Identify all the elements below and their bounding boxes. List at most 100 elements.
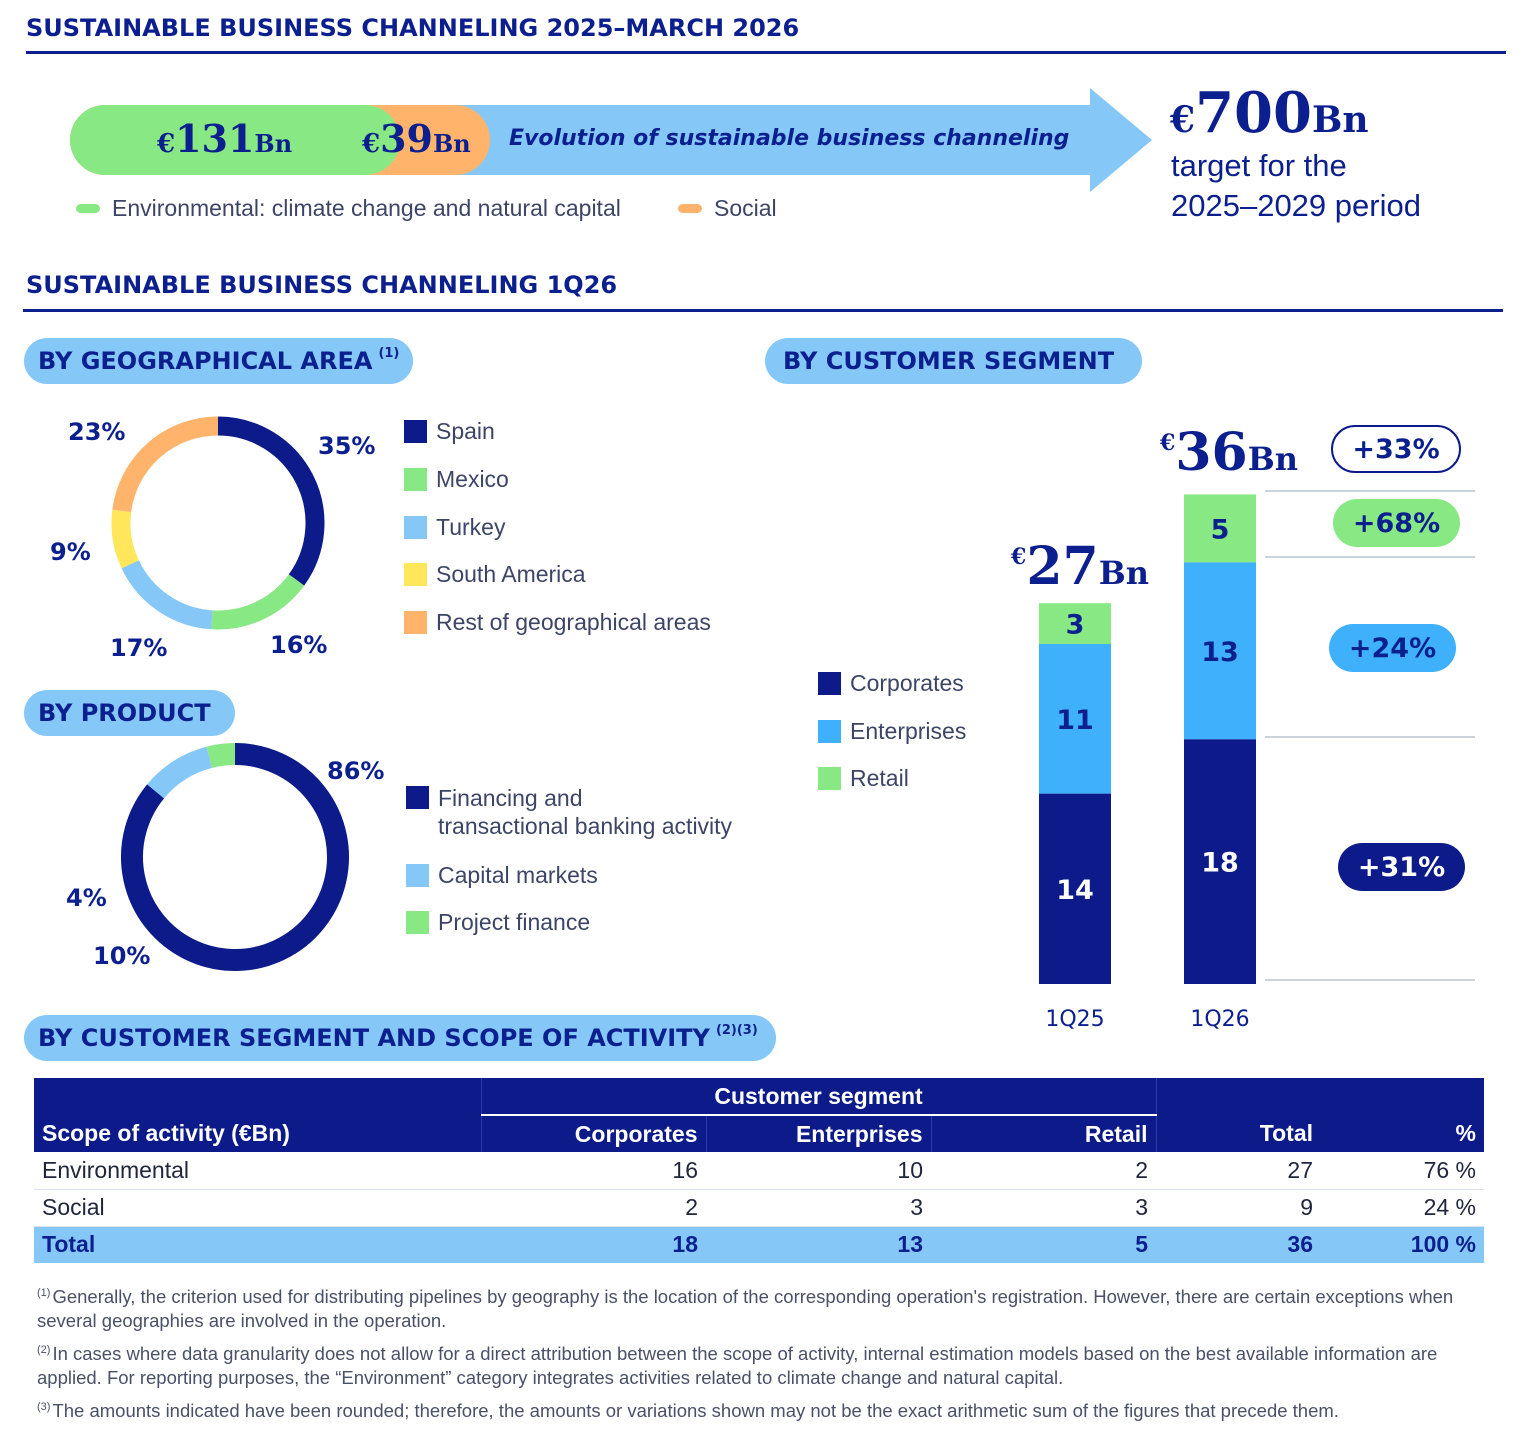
legend-social: Social [678,195,777,222]
bar-retail-1q25 [1039,603,1111,644]
separator-line [1265,490,1475,492]
legend-financing-label: Financing and transactional banking acti… [438,784,732,840]
product-label-project: 4% [66,884,107,912]
table-header-scope: Scope of activity (€Bn) [34,1115,481,1152]
table-cell: 3 [706,1189,931,1227]
legend-environmental: Environmental: climate change and natura… [76,195,621,222]
section-rule [26,51,1506,54]
growth-total: +33% [1331,425,1461,473]
target-value: €700Bn [1170,80,1369,146]
table-header-enterprises: Enterprises [705,1115,931,1152]
legend-enterprises: Enterprises [818,718,966,745]
evolution-arrow [70,88,1152,192]
geo-slice-south-america [111,509,139,569]
separator-line [1265,736,1475,738]
bar-corporates-1q26 [1184,739,1256,984]
legend-retail-label: Retail [850,765,909,791]
footnote-1-mark: (1) [37,1287,51,1299]
table-header-row: Scope of activity (€Bn) Corporates Enter… [34,1115,1484,1152]
bar-label-corporates-1q26: 18 [1201,848,1239,879]
footnote-3: (3) The amounts indicated have been round… [37,1395,1507,1423]
legend-mexico: Mexico [404,466,509,493]
section-rule-2 [23,309,1503,312]
product-donut [121,743,349,971]
table-cell: 100 % [1321,1226,1484,1263]
legend-project-label: Project finance [438,909,591,935]
environmental-value: €131Bn [157,116,293,161]
legend-retail: Retail [818,765,909,792]
pill-by-product: BY PRODUCT [24,690,235,736]
legend-corporates-swatch [818,672,841,695]
legend-south-america: South America [404,561,586,588]
legend-social-swatch [678,204,702,213]
geo-slice-rest-of-geographical-areas [112,416,219,513]
legend-turkey: Turkey [404,514,505,541]
product-label-capital: 10% [93,942,151,970]
legend-mexico-swatch [404,468,427,491]
footnote-1-text: Generally, the criterion used for distri… [37,1286,1454,1332]
product-slice-financing-and-transactional-banking-activity [121,743,349,971]
total-1q26: €36Bn [1160,422,1298,483]
bar-enterprises-1q25 [1039,644,1111,794]
legend-south-america-label: South America [436,561,586,587]
table-cell: 27 [1156,1152,1321,1190]
bar-label-corporates-1q25: 14 [1056,875,1094,906]
scope-table: Customer segment Scope of activity (€Bn)… [34,1078,1484,1263]
footnote-3-text: The amounts indicated have been rounded;… [52,1400,1339,1422]
table-header-blank [34,1078,481,1115]
target-caption: target for the 2025–2029 period [1171,146,1421,226]
table-group-header-row: Customer segment [34,1078,1484,1116]
table-header-blank [1155,1078,1321,1115]
legend-environmental-swatch [76,204,100,213]
table-cell: 36 [1156,1226,1321,1263]
legend-project-finance: Project finance [406,909,590,936]
table-cell: 5 [931,1226,1156,1263]
table-group-header: Customer segment [480,1078,1156,1116]
table-cell: 18 [481,1226,706,1263]
pill-scope-activity: BY CUSTOMER SEGMENT AND SCOPE OF ACTIVIT… [24,1015,776,1061]
geo-label-turkey: 17% [110,634,168,662]
environmental-bar [70,105,400,175]
arrow-shape [440,88,1152,192]
geo-label-south-america: 9% [50,538,91,566]
table-header-pct: % [1321,1115,1484,1152]
separator-line [1265,979,1475,981]
table-cell: Environmental [34,1152,481,1190]
geo-label-spain: 35% [318,432,376,460]
x-tick-label: 1Q25 [1045,1007,1104,1032]
table-cell: 13 [706,1226,931,1263]
bar-label-enterprises-1q26: 13 [1201,637,1239,668]
legend-turkey-label: Turkey [436,514,506,540]
bar-enterprises-1q26 [1184,562,1256,740]
legend-capital-label: Capital markets [438,862,598,888]
scope-title: BY CUSTOMER SEGMENT AND SCOPE OF ACTIVIT… [38,1024,710,1052]
geo-label-mexico: 16% [270,631,328,659]
table-cell: 3 [931,1189,1156,1227]
footnote-2-mark: (2) [37,1344,51,1356]
legend-rest: Rest of geographical areas [404,609,711,636]
legend-financing-swatch [406,786,429,809]
table-header-corporates: Corporates [480,1115,706,1152]
target-line1: target for the [1171,148,1347,183]
product-label-financing: 86% [327,757,385,785]
arrow-text: Evolution of sustainable business channe… [509,126,1070,151]
table-row: Environmental 16 10 2 27 76 % [34,1152,1484,1190]
geo-slice-turkey [121,559,213,630]
segment-bar-chart: 14 11 3 1Q25 18 13 5 1Q26 [1039,494,1256,1032]
geo-slice-mexico [211,574,305,630]
section-title-2025-2026: SUSTAINABLE BUSINESS CHANNELING 2025–MAR… [26,14,800,42]
legend-corporates-label: Corporates [850,670,964,696]
legend-capital-swatch [406,864,429,887]
pill-customer-segment: BY CUSTOMER SEGMENT [765,338,1143,384]
legend-spain-swatch [404,420,427,443]
geo-slice-spain [217,416,325,586]
target-line2: 2025–2029 period [1171,188,1421,223]
growth-enterprises: +24% [1329,624,1456,672]
product-slice-capital-markets [147,746,213,799]
table-cell: Social [34,1189,481,1227]
legend-capital-markets: Capital markets [406,862,598,889]
table-cell: 16 [481,1152,706,1190]
geo-note: (1) [378,345,400,361]
section-title-1q26: SUSTAINABLE BUSINESS CHANNELING 1Q26 [26,271,618,299]
growth-retail: +68% [1333,499,1460,547]
